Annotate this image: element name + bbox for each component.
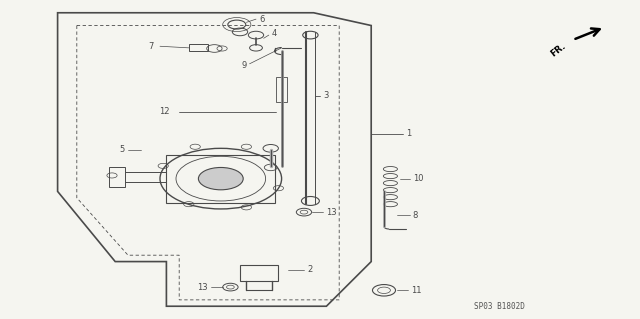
- Text: 2: 2: [307, 265, 312, 274]
- Bar: [189, 44, 208, 51]
- Text: 1: 1: [406, 130, 412, 138]
- Text: 6: 6: [259, 15, 264, 24]
- Bar: [240, 265, 278, 281]
- Text: 9: 9: [241, 61, 246, 70]
- Text: 4: 4: [272, 29, 277, 38]
- Circle shape: [198, 167, 243, 190]
- Text: 10: 10: [413, 174, 423, 183]
- Text: 12: 12: [159, 107, 170, 116]
- Text: 13: 13: [197, 283, 208, 292]
- Text: 7: 7: [148, 42, 154, 51]
- Text: 5: 5: [120, 145, 125, 154]
- Text: 3: 3: [323, 91, 328, 100]
- Text: FR.: FR.: [549, 41, 568, 59]
- Bar: [109, 167, 125, 187]
- Text: 8: 8: [413, 211, 418, 220]
- Text: 11: 11: [411, 286, 421, 295]
- Bar: [166, 155, 275, 203]
- Bar: [276, 77, 287, 102]
- Text: 13: 13: [326, 208, 337, 217]
- Text: SP03 B1802D: SP03 B1802D: [474, 302, 524, 311]
